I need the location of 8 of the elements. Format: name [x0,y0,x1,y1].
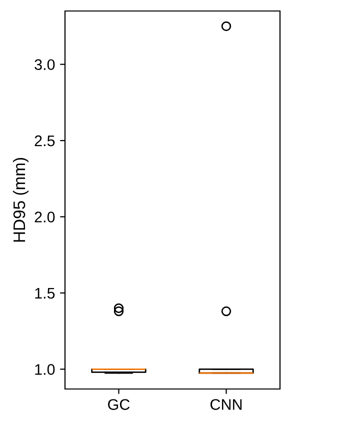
y-tick-label: 1.0 [35,364,55,375]
x-tick-label: CNN [210,399,242,410]
y-tick-label: 1.5 [35,288,55,299]
y-tick-label: 2.0 [34,212,55,222]
y-tick-label: 3.0 [34,59,55,70]
y-axis-title: HD95 (mm) [12,158,28,242]
y-tick-label: 2.5 [34,135,55,146]
x-tick-label: GC [108,399,130,410]
